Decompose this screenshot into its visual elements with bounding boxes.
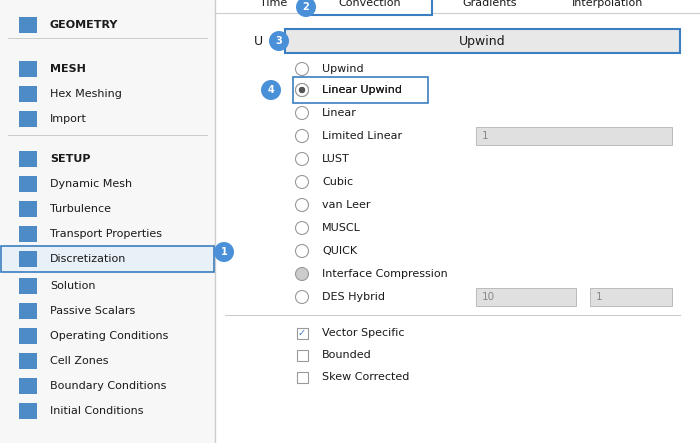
Bar — [476, 127, 672, 145]
Bar — [19, 176, 37, 192]
Text: Turbulence: Turbulence — [50, 204, 111, 214]
Text: 3: 3 — [276, 36, 282, 46]
Text: Import: Import — [50, 114, 87, 124]
Text: Discretization: Discretization — [50, 254, 127, 264]
Circle shape — [295, 198, 309, 211]
Text: DES Hybrid: DES Hybrid — [322, 292, 385, 302]
Bar — [476, 288, 576, 306]
Circle shape — [295, 83, 309, 97]
Circle shape — [296, 0, 316, 17]
Circle shape — [269, 31, 289, 51]
Circle shape — [295, 268, 309, 280]
Text: Upwind: Upwind — [459, 35, 506, 47]
Text: van Leer: van Leer — [322, 200, 370, 210]
Circle shape — [299, 87, 305, 93]
Text: Dynamic Mesh: Dynamic Mesh — [50, 179, 132, 189]
Circle shape — [295, 106, 309, 120]
Text: Cell Zones: Cell Zones — [50, 356, 108, 366]
Text: 2: 2 — [302, 2, 309, 12]
Text: Skew Corrected: Skew Corrected — [322, 372, 409, 382]
Text: 4: 4 — [267, 85, 274, 95]
Text: MESH: MESH — [50, 64, 86, 74]
Text: 1: 1 — [482, 131, 489, 141]
Bar — [19, 61, 37, 77]
Text: ✓: ✓ — [298, 328, 306, 338]
Bar — [19, 151, 37, 167]
Text: Convection: Convection — [339, 0, 401, 8]
Text: Upwind: Upwind — [322, 64, 363, 74]
Text: Boundary Conditions: Boundary Conditions — [50, 381, 167, 391]
Circle shape — [295, 222, 309, 234]
Circle shape — [295, 62, 309, 75]
Bar — [19, 303, 37, 319]
Circle shape — [295, 291, 309, 303]
Circle shape — [295, 245, 309, 257]
Bar — [297, 327, 307, 338]
Text: LUST: LUST — [322, 154, 350, 164]
Bar — [308, 0, 432, 15]
Bar — [215, 0, 700, 443]
Text: Bounded: Bounded — [322, 350, 372, 360]
Text: Initial Conditions: Initial Conditions — [50, 406, 144, 416]
Circle shape — [295, 83, 309, 97]
Circle shape — [261, 80, 281, 100]
Bar — [19, 111, 37, 127]
Text: Interface Compression: Interface Compression — [322, 269, 448, 279]
Text: Vector Specific: Vector Specific — [322, 328, 405, 338]
Text: GEOMETRY: GEOMETRY — [50, 20, 118, 30]
Text: 10: 10 — [482, 292, 495, 302]
Bar — [19, 353, 37, 369]
Bar — [19, 378, 37, 394]
Text: 1: 1 — [596, 292, 603, 302]
Bar — [19, 251, 37, 267]
Circle shape — [295, 175, 309, 189]
Text: Interpolation: Interpolation — [573, 0, 644, 8]
Text: MUSCL: MUSCL — [322, 223, 361, 233]
Bar — [19, 403, 37, 419]
Text: Gradients: Gradients — [463, 0, 517, 8]
Text: 1: 1 — [220, 247, 228, 257]
Text: Passive Scalars: Passive Scalars — [50, 306, 135, 316]
Bar — [19, 226, 37, 242]
Bar — [297, 350, 307, 361]
Text: Hex Meshing: Hex Meshing — [50, 89, 122, 99]
Text: Linear Upwind: Linear Upwind — [322, 85, 402, 95]
Bar — [19, 328, 37, 344]
Bar — [590, 288, 672, 306]
Text: SETUP: SETUP — [50, 154, 90, 164]
Bar — [19, 86, 37, 102]
Text: Limited Linear: Limited Linear — [322, 131, 402, 141]
Text: Transport Properties: Transport Properties — [50, 229, 162, 239]
Bar — [19, 278, 37, 294]
Bar — [19, 201, 37, 217]
Text: Linear Upwind: Linear Upwind — [322, 85, 402, 95]
Circle shape — [299, 87, 305, 93]
Bar — [285, 29, 680, 53]
Text: Time: Time — [260, 0, 288, 8]
Text: Operating Conditions: Operating Conditions — [50, 331, 169, 341]
Text: U: U — [253, 35, 262, 47]
Text: Cubic: Cubic — [322, 177, 353, 187]
Bar — [297, 372, 307, 382]
Circle shape — [295, 129, 309, 143]
Bar — [0, 0, 215, 443]
Text: QUICK: QUICK — [322, 246, 357, 256]
Text: Solution: Solution — [50, 281, 95, 291]
Circle shape — [214, 242, 234, 262]
Bar — [293, 77, 428, 103]
Bar — [19, 17, 37, 33]
Bar — [1, 246, 214, 272]
Circle shape — [295, 152, 309, 166]
Text: Linear: Linear — [322, 108, 357, 118]
